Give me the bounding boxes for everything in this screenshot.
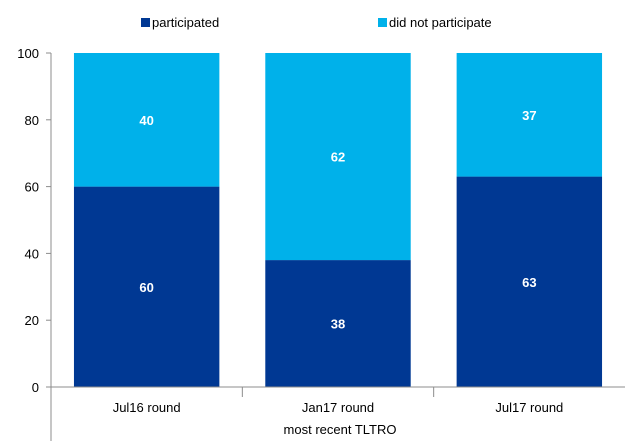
y-tick-label: 80 xyxy=(25,113,39,128)
x-tick-label: Jan17 round xyxy=(302,400,374,415)
legend: participated did not participate xyxy=(141,15,492,30)
bar-segment xyxy=(456,53,603,177)
data-label: 38 xyxy=(331,317,345,332)
data-label: 40 xyxy=(139,113,153,128)
bars xyxy=(73,53,603,387)
data-label: 37 xyxy=(522,108,536,123)
bar-segment xyxy=(73,53,220,187)
x-tick-label: Jul17 round xyxy=(495,400,563,415)
x-tick-label: Jul16 round xyxy=(113,400,181,415)
bar-segment xyxy=(265,260,411,387)
data-labels: 60 40 38 62 63 37 xyxy=(139,108,536,332)
axes: Jul16 round Jan17 round Jul17 round0204060… xyxy=(17,46,625,441)
legend-swatch xyxy=(378,18,387,27)
y-tick-label: 0 xyxy=(32,380,39,395)
x-axis-label: most recent TLTRO xyxy=(284,422,397,437)
data-label: 62 xyxy=(331,150,345,165)
bar-segment xyxy=(73,186,220,387)
data-label: 63 xyxy=(522,275,536,290)
y-tick-label: 60 xyxy=(25,180,39,195)
y-tick-label: 20 xyxy=(25,313,39,328)
data-label: 60 xyxy=(139,280,153,295)
y-tick-label: 40 xyxy=(25,246,39,261)
bar-segment xyxy=(265,53,411,261)
y-tick-label: 100 xyxy=(17,46,39,61)
legend-swatch xyxy=(141,18,150,27)
bar-segment xyxy=(456,176,603,387)
legend-label: did not participate xyxy=(389,15,492,30)
legend-label: participated xyxy=(152,15,219,30)
